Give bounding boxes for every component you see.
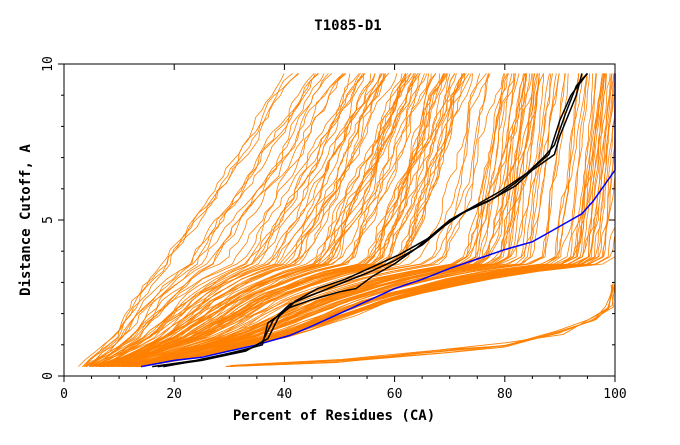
- y-tick-label: 10: [41, 56, 56, 72]
- model-curve: [125, 73, 550, 367]
- model-curve: [139, 73, 607, 367]
- model-curve: [102, 73, 428, 367]
- model-curve: [90, 73, 333, 367]
- x-tick-label: 100: [603, 387, 626, 402]
- model-curve: [128, 73, 530, 367]
- model-curve: [115, 73, 490, 367]
- model-curve: [95, 73, 360, 367]
- model-curve: [136, 73, 580, 367]
- model-curve: [102, 73, 420, 367]
- x-tick-label: 80: [497, 387, 513, 402]
- y-axis-label: Distance Cutoff, A: [18, 144, 34, 296]
- model-curve: [124, 73, 524, 367]
- model-curve: [137, 73, 616, 367]
- model-curve: [122, 73, 508, 367]
- x-tick-label: 40: [277, 387, 293, 402]
- x-tick-label: 0: [60, 387, 68, 402]
- model-curve: [117, 73, 491, 367]
- model-curve: [102, 73, 403, 367]
- model-curve: [101, 73, 390, 367]
- model-curve-bottom: [227, 284, 614, 367]
- axes: 0 20 40 60 80 100 0 5 10: [41, 56, 627, 402]
- x-axis-label: Percent of Residues (CA): [233, 408, 435, 424]
- model-curve: [135, 73, 583, 367]
- model-curve: [91, 73, 361, 367]
- model-curve: [117, 73, 481, 367]
- model-curve: [109, 73, 465, 367]
- model-curve: [90, 73, 329, 367]
- highlighted-curve: [163, 72, 588, 368]
- model-curve: [110, 73, 445, 367]
- model-curve: [122, 73, 534, 367]
- y-tick-label: 0: [41, 372, 56, 380]
- model-curve: [127, 73, 536, 367]
- model-curve: [103, 73, 437, 367]
- model-curve: [99, 73, 386, 367]
- model-curve: [98, 73, 415, 367]
- model-curve: [128, 73, 553, 367]
- model-curve: [113, 73, 465, 367]
- model-curve: [112, 73, 466, 367]
- model-curve: [140, 73, 616, 367]
- model-curve: [88, 73, 320, 367]
- model-curve: [95, 73, 383, 367]
- model-curve: [95, 73, 376, 367]
- chart-title: T1085-D1: [314, 18, 381, 34]
- y-tick-label: 5: [41, 216, 56, 224]
- model-curve: [107, 73, 447, 367]
- model-curve: [138, 73, 597, 367]
- model-curve: [126, 73, 525, 367]
- model-curve: [84, 73, 293, 367]
- reference-curve: [140, 73, 616, 368]
- model-curve: [92, 73, 351, 367]
- model-curve: [101, 73, 418, 367]
- model-curve-bottom: [233, 284, 613, 367]
- model-curve: [130, 73, 544, 367]
- model-curve: [91, 73, 366, 367]
- model-curve: [110, 73, 446, 367]
- model-curve: [116, 73, 467, 367]
- model-curve: [95, 73, 389, 367]
- model-curve: [78, 73, 285, 367]
- model-curve: [118, 73, 487, 367]
- model-curve: [110, 73, 457, 367]
- model-curve: [106, 73, 444, 367]
- model-curve: [106, 73, 419, 367]
- model-curve: [103, 73, 406, 367]
- model-curve: [107, 73, 456, 367]
- model-curve: [134, 73, 588, 367]
- highlighted-curve: [152, 73, 583, 368]
- model-curve: [95, 73, 376, 367]
- x-tick-label: 60: [387, 387, 403, 402]
- model-curve: [138, 73, 616, 367]
- model-curve: [136, 73, 605, 367]
- model-curve: [99, 73, 398, 367]
- model-curve: [100, 73, 414, 367]
- model-curve: [92, 73, 364, 367]
- model-curves: [78, 73, 616, 368]
- model-curve: [82, 73, 299, 367]
- model-curve: [100, 73, 406, 367]
- model-curve: [138, 73, 613, 367]
- model-curve: [127, 73, 560, 367]
- model-curve: [106, 73, 429, 367]
- model-curve: [98, 73, 381, 367]
- highlighted-series: [140, 72, 616, 368]
- model-curve: [99, 73, 411, 367]
- x-tick-label: 20: [166, 387, 182, 402]
- model-curve: [119, 73, 508, 367]
- model-curve: [106, 73, 432, 367]
- model-curve: [82, 73, 315, 367]
